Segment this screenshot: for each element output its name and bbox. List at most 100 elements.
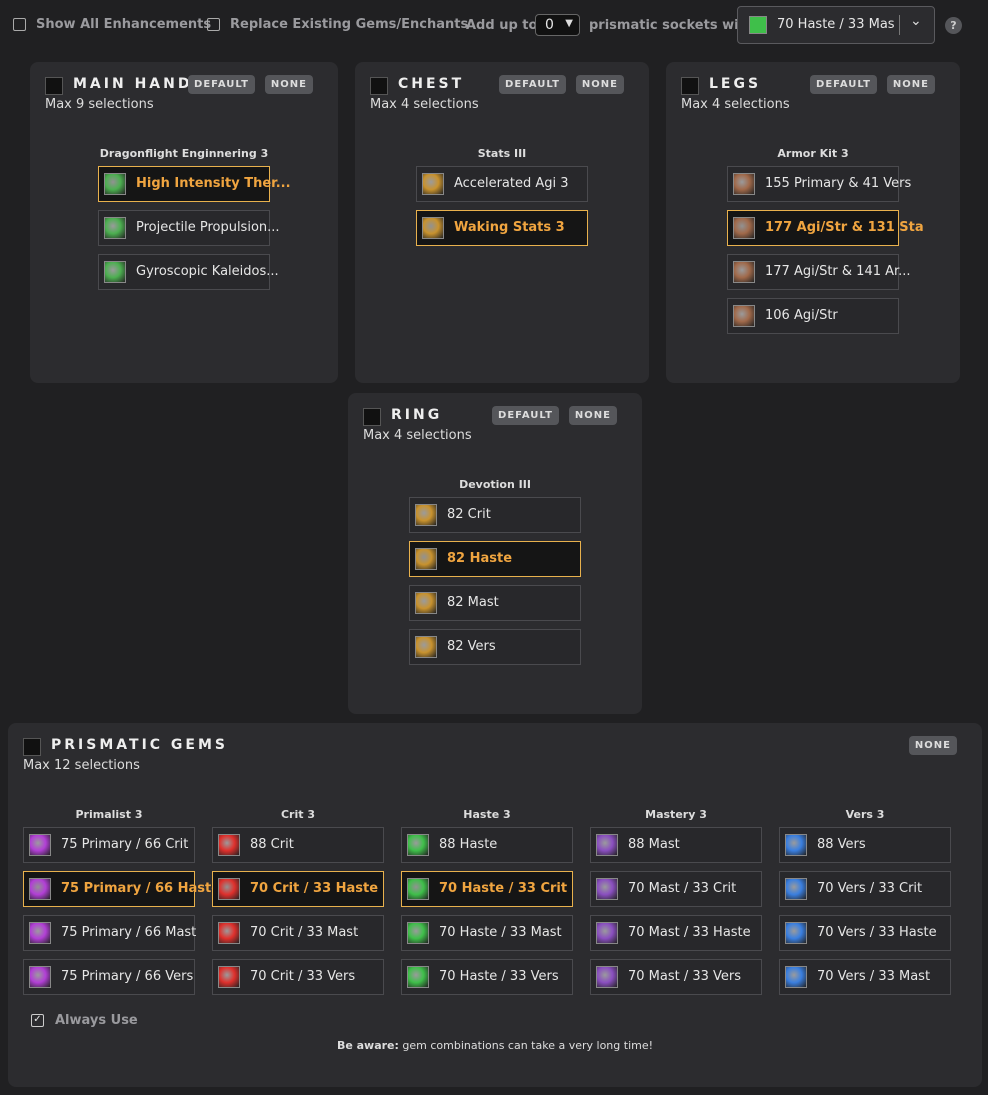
option[interactable]: 75 Primary / 66 Mast	[23, 915, 196, 951]
option[interactable]: 177 Agi/Str & 131 Sta	[727, 210, 924, 246]
option[interactable]: 82 Vers	[409, 629, 581, 665]
option-label: 70 Haste / 33 Crit	[439, 881, 568, 896]
option-icon	[218, 922, 240, 944]
option-icon	[422, 173, 444, 195]
option-icon	[407, 922, 429, 944]
group-label: Mastery 3	[645, 808, 707, 821]
note-text: gem combinations can take a very long ti…	[402, 1039, 654, 1052]
panel-icon	[23, 738, 41, 756]
group-label: Crit 3	[280, 808, 315, 821]
option-label: 82 Haste	[447, 551, 513, 566]
option[interactable]: 82 Haste	[409, 541, 581, 577]
group-label: Dragonflight Enginnering 3	[99, 147, 269, 160]
option-icon	[415, 636, 437, 658]
gem-dropdown[interactable]: 70 Haste / 33 Mas ⌄	[737, 6, 935, 44]
option-label: 177 Agi/Str & 131 Sta	[765, 220, 924, 235]
panel-icon	[363, 408, 381, 426]
replace-label[interactable]: Replace Existing Gems/Enchants	[230, 17, 469, 32]
note-bold: Be aware:	[336, 1039, 399, 1052]
badge-button[interactable]: DEFAULT	[499, 75, 566, 94]
socket-count: 0	[545, 17, 554, 33]
badge-button[interactable]: NONE	[568, 406, 617, 425]
option-icon	[733, 305, 755, 327]
option-label: 70 Crit / 33 Mast	[250, 925, 359, 940]
option[interactable]: 177 Agi/Str & 141 Ar...	[727, 254, 911, 290]
badge-button[interactable]: DEFAULT	[810, 75, 877, 94]
option[interactable]: 70 Crit / 33 Haste	[212, 871, 384, 907]
option-label: 75 Primary / 66 Haste	[61, 881, 221, 896]
panel: RING Max 4 selections DEFAULT NONE Devotion …	[348, 393, 642, 714]
option-icon	[596, 966, 618, 988]
group-label: Devotion III	[459, 478, 531, 491]
socket-select[interactable]: 0 ▼	[535, 14, 580, 36]
option[interactable]: 70 Haste / 33 Vers	[401, 959, 573, 995]
option-icon	[407, 878, 429, 900]
buttons: DEFAULT NONE	[492, 406, 617, 425]
option-label: 75 Primary / 66 Crit	[61, 837, 189, 852]
option-icon	[733, 173, 755, 195]
always-use-label[interactable]: Always Use	[55, 1013, 138, 1028]
group-label: Haste 3	[463, 808, 511, 821]
option[interactable]: 75 Primary / 66 Haste	[23, 871, 220, 907]
option[interactable]: 70 Mast / 33 Haste	[590, 915, 762, 951]
option[interactable]: 106 Agi/Str	[727, 298, 899, 334]
option-icon	[785, 878, 807, 900]
option[interactable]: 70 Mast / 33 Vers	[590, 959, 762, 995]
option-label: 82 Crit	[447, 507, 491, 522]
option[interactable]: 70 Vers / 33 Mast	[779, 959, 951, 995]
panel-title: RING	[391, 407, 443, 423]
option[interactable]: Gyroscopic Kaleidos...	[98, 254, 279, 290]
group: Mastery 3 88 Mast 70 Mast / 33 Crit 70 Mast…	[590, 808, 762, 1003]
option-label: 88 Haste	[439, 837, 498, 852]
option[interactable]: 75 Primary / 66 Crit	[23, 827, 195, 863]
option[interactable]: 70 Mast / 33 Crit	[590, 871, 762, 907]
option[interactable]: 70 Crit / 33 Mast	[212, 915, 384, 951]
badge-button[interactable]: NONE	[264, 75, 313, 94]
option[interactable]: 82 Crit	[409, 497, 581, 533]
show-all-label[interactable]: Show All Enhancements	[36, 17, 212, 32]
panel: MAIN HAND Max 9 selections DEFAULT NONE Drag…	[30, 62, 338, 383]
option[interactable]: 70 Vers / 33 Crit	[779, 871, 951, 907]
option-label: 70 Mast / 33 Haste	[628, 925, 751, 940]
badge-button[interactable]: NONE	[575, 75, 624, 94]
option[interactable]: Waking Stats 3	[416, 210, 588, 246]
option[interactable]: 82 Mast	[409, 585, 581, 621]
option[interactable]: 88 Mast	[590, 827, 762, 863]
checkbox[interactable]	[13, 18, 26, 31]
option[interactable]: 88 Vers	[779, 827, 951, 863]
option[interactable]: 155 Primary & 41 Vers	[727, 166, 911, 202]
badge-button[interactable]: DEFAULT	[492, 406, 559, 425]
gem-icon	[749, 16, 767, 34]
checkbox[interactable]: ✓	[31, 1014, 44, 1027]
option[interactable]: 70 Haste / 33 Crit	[401, 871, 573, 907]
group-label: Primalist 3	[75, 808, 143, 821]
option[interactable]: 70 Haste / 33 Mast	[401, 915, 573, 951]
badge-button[interactable]: DEFAULT	[188, 75, 255, 94]
option-icon	[218, 878, 240, 900]
option-icon	[104, 261, 126, 283]
group: Stats III Accelerated Agi 3 Waking Stats 3	[416, 147, 588, 254]
option-icon	[596, 834, 618, 856]
option[interactable]: 75 Primary / 66 Vers	[23, 959, 195, 995]
option-icon	[29, 834, 51, 856]
option[interactable]: Accelerated Agi 3	[416, 166, 588, 202]
option-label: 70 Vers / 33 Crit	[817, 881, 923, 896]
option[interactable]: 88 Crit	[212, 827, 384, 863]
option[interactable]: Projectile Propulsion...	[98, 210, 280, 246]
panel: CHEST Max 4 selections DEFAULT NONE Stats II…	[355, 62, 649, 383]
badge-button[interactable]: NONE	[886, 75, 935, 94]
option-icon	[415, 592, 437, 614]
group-label: Stats III	[477, 147, 527, 160]
badge-button[interactable]: NONE	[908, 736, 957, 755]
option-icon	[407, 966, 429, 988]
option[interactable]: 88 Haste	[401, 827, 573, 863]
group: Haste 3 88 Haste 70 Haste / 33 Crit 70 Hast…	[401, 808, 573, 1003]
option[interactable]: 70 Crit / 33 Vers	[212, 959, 384, 995]
checkbox[interactable]	[207, 18, 220, 31]
option-icon	[29, 922, 51, 944]
option-icon	[733, 217, 755, 239]
help[interactable]: ?	[945, 17, 962, 34]
option[interactable]: 70 Vers / 33 Haste	[779, 915, 951, 951]
option[interactable]: High Intensity Ther...	[98, 166, 291, 202]
